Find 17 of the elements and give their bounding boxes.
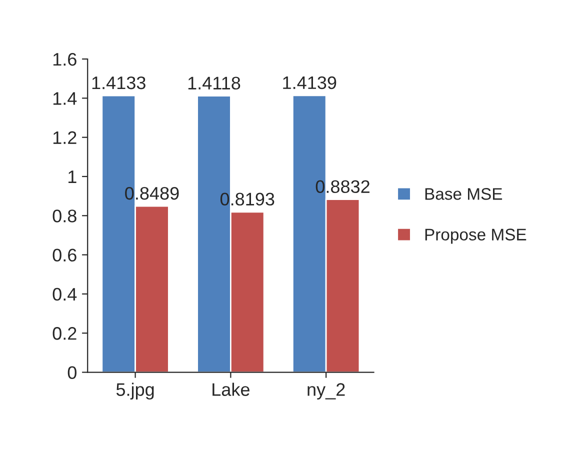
data-label: 1.4133	[92, 76, 146, 90]
x-tick-label: Lake	[212, 382, 250, 396]
y-tick-label: 0	[68, 366, 76, 379]
x-tick-label: ny_2	[308, 383, 345, 400]
y-tick-label: 0.8	[52, 210, 76, 222]
x-tick-label: 5.jpg	[116, 382, 154, 400]
data-label: 1.4118	[188, 76, 240, 90]
y-tick-label: 0.2	[52, 327, 76, 340]
legend-label: Propose MSE	[425, 228, 526, 244]
y-tick-label: 1.2	[53, 131, 76, 144]
y-tick-label: 1.4	[53, 92, 77, 105]
legend-label: Base MSE	[425, 188, 502, 200]
y-tick-label: 0.4	[52, 288, 77, 301]
y-tick-label: 1.6	[53, 52, 76, 66]
y-tick-label: 1	[68, 170, 76, 184]
y-tick-label: 0.6	[52, 248, 76, 262]
data-label: 1.4139	[283, 76, 336, 90]
